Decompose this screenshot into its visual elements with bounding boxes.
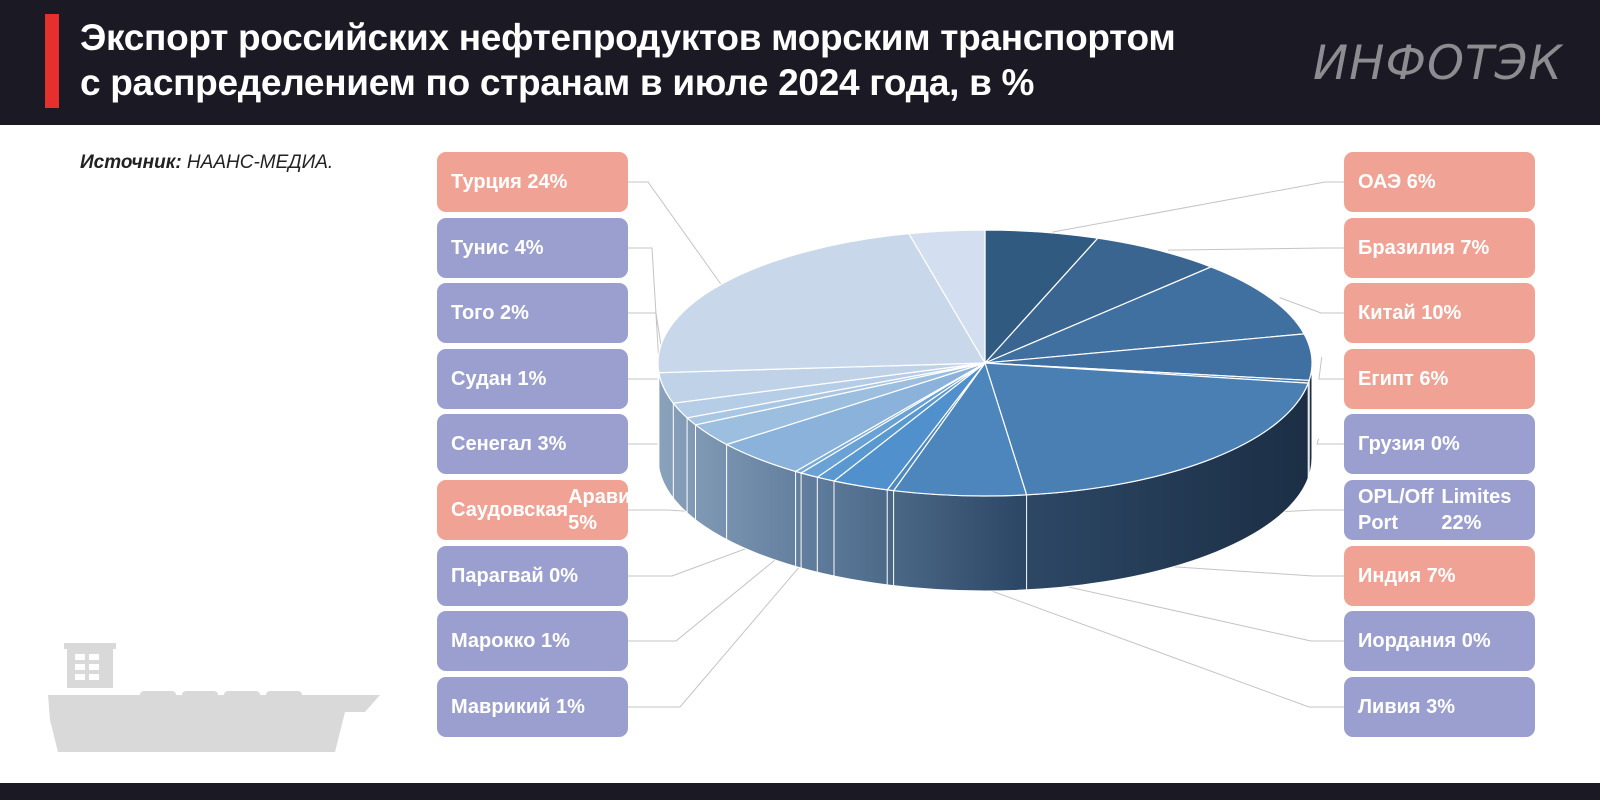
country-label: Китай 10% <box>1344 283 1535 343</box>
footer-bar <box>0 783 1600 800</box>
source-label: Источник: <box>80 152 182 173</box>
leader-line <box>1052 181 1344 233</box>
country-label-text: Иордания 0% <box>1358 630 1491 652</box>
title-line-1: Экспорт российских нефтепродуктов морски… <box>80 17 1176 58</box>
country-label-text: Турция 24% <box>451 171 568 193</box>
country-label: OPL/Off Port Limites 22% <box>1344 480 1535 540</box>
country-label-text: ОАЭ 6% <box>1358 171 1436 193</box>
country-label: Грузия 0% <box>1344 414 1535 474</box>
source-value: НААНС-МЕДИА. <box>181 152 334 173</box>
country-label: ОАЭ 6% <box>1344 152 1535 212</box>
country-label: Марокко 1% <box>437 611 628 671</box>
country-label-text: Грузия 0% <box>1358 433 1460 455</box>
leader-line <box>859 542 1344 708</box>
country-label-text: Саудовская <box>451 499 569 521</box>
country-label-text: Египт 6% <box>1358 368 1449 390</box>
country-label: Судан 1% <box>437 349 628 409</box>
accent-bar <box>45 14 59 108</box>
country-label-text: Limites 22% <box>1441 486 1512 534</box>
pie-slice <box>892 361 1028 497</box>
country-label: Иордания 0% <box>1344 611 1535 671</box>
pie-slice <box>984 266 1306 364</box>
pie-side-wall <box>657 362 1313 592</box>
country-label-text: Китай 10% <box>1358 302 1462 324</box>
brand-logo: ИНФОТЭК <box>1313 36 1563 91</box>
leader-line <box>1318 356 1344 380</box>
leader-line <box>628 181 722 285</box>
pie-slice <box>984 237 1213 364</box>
source-note: Источник: НААНС-МЕДИА. <box>80 152 333 174</box>
leader-line <box>1167 247 1344 251</box>
pie-slice <box>657 232 987 374</box>
country-label-text: OPL/Off Port <box>1358 486 1434 534</box>
country-label: Того 2% <box>437 283 628 343</box>
country-label: Маврикий 1% <box>437 677 628 737</box>
country-label: Турция 24% <box>437 152 628 212</box>
country-label: Индия 7% <box>1344 546 1535 606</box>
country-label-text: Маврикий 1% <box>451 696 585 718</box>
country-label: Парагвай 0% <box>437 546 628 606</box>
tanker-ship-icon <box>48 643 380 752</box>
country-label-text: Индия 7% <box>1358 565 1456 587</box>
leader-line <box>1316 438 1344 445</box>
pie-slice <box>984 362 1310 496</box>
country-label-text: Того 2% <box>451 302 529 324</box>
country-label-text: Аравия 5% <box>568 486 643 534</box>
country-label-text: Ливия 3% <box>1358 696 1456 718</box>
country-label: Бразилия 7% <box>1344 218 1535 278</box>
country-label-text: Судан 1% <box>451 368 547 390</box>
country-label-text: Бразилия 7% <box>1358 237 1490 259</box>
country-label: Ливия 3% <box>1344 677 1535 737</box>
country-label-text: Сенегал 3% <box>451 433 567 455</box>
leader-line <box>628 531 810 642</box>
header-bar <box>0 0 1600 125</box>
country-label-text: Тунис 4% <box>451 237 544 259</box>
leader-line <box>1279 297 1344 314</box>
country-label-text: Марокко 1% <box>451 630 570 652</box>
country-label: Тунис 4% <box>437 218 628 278</box>
leader-line <box>628 535 826 708</box>
title-line-2: с распределением по странам в июле 2024 … <box>80 62 1035 103</box>
country-label: Сенегал 3% <box>437 414 628 474</box>
country-label-text: Парагвай 0% <box>451 565 579 587</box>
country-label: Саудовская Аравия 5% <box>437 480 642 540</box>
pie-slice <box>907 229 986 366</box>
country-label: Египт 6% <box>1344 349 1535 409</box>
pie-slices <box>657 229 1313 497</box>
